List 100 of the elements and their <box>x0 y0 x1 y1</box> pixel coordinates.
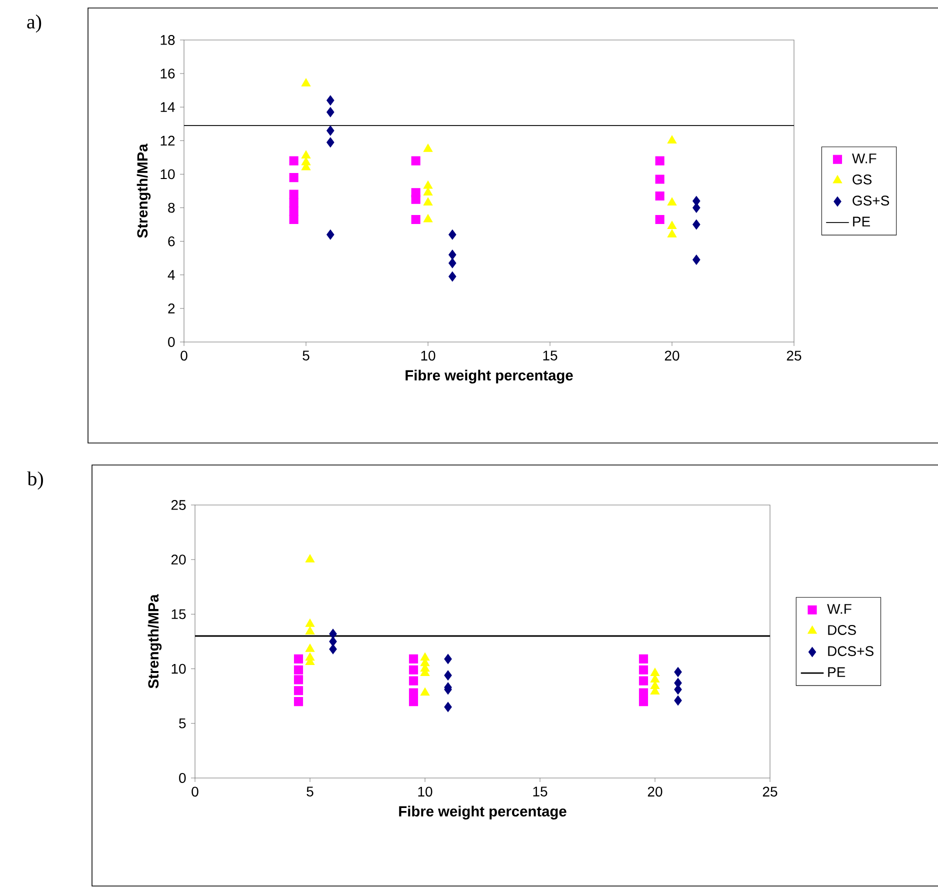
point <box>650 668 660 676</box>
x-tick-label: 15 <box>543 350 558 360</box>
legend-label: GS+S <box>852 196 890 206</box>
point <box>289 190 298 199</box>
point <box>423 187 433 196</box>
point <box>423 197 433 206</box>
point <box>692 254 700 265</box>
legend-label: W.F <box>827 604 852 614</box>
point <box>305 644 315 652</box>
point <box>692 219 700 230</box>
point <box>667 220 677 230</box>
x-tick-label: 25 <box>786 350 802 361</box>
x-tick-label: 10 <box>418 786 432 797</box>
point <box>444 702 452 712</box>
point <box>294 697 304 706</box>
y-tick-label: 14 <box>160 102 175 112</box>
y-tick-label: 25 <box>171 500 186 510</box>
point <box>420 687 430 696</box>
y-tick-label: 18 <box>160 35 175 45</box>
point <box>326 230 334 240</box>
point <box>638 676 648 686</box>
point <box>655 156 664 166</box>
point <box>667 197 677 206</box>
point <box>289 156 298 166</box>
point <box>655 214 664 224</box>
point <box>638 697 648 706</box>
point <box>444 670 452 680</box>
point <box>289 173 298 182</box>
point <box>329 636 337 647</box>
y-tick-label: 12 <box>160 136 175 146</box>
y-tick-label: 8 <box>168 202 175 213</box>
point <box>674 695 682 706</box>
y-tick-label: 10 <box>160 169 175 180</box>
point <box>326 137 334 148</box>
point <box>411 156 420 166</box>
y-tick-label: 2 <box>168 304 175 314</box>
x-tick-label: 15 <box>533 786 548 796</box>
y-axis-title: Strength/MPa <box>148 594 162 688</box>
y-tick-label: 15 <box>172 609 186 620</box>
point <box>667 135 677 144</box>
x-tick-label: 0 <box>192 786 198 797</box>
point <box>448 230 456 240</box>
point <box>305 626 315 634</box>
point <box>408 697 418 706</box>
point <box>423 214 433 222</box>
y-tick-label: 6 <box>168 236 175 246</box>
y-tick-label: 16 <box>160 68 175 79</box>
y-tick-label: 5 <box>179 718 186 728</box>
point <box>294 675 304 684</box>
legend-label: DCS+S <box>828 646 874 656</box>
y-tick-label: 4 <box>168 270 175 280</box>
point <box>692 202 700 213</box>
point <box>444 654 452 664</box>
point <box>423 180 433 189</box>
point <box>423 144 433 152</box>
point <box>448 258 456 268</box>
x-tick-label: 20 <box>648 786 662 797</box>
legend-label: W.F <box>852 154 876 164</box>
point <box>305 554 315 562</box>
point <box>674 666 682 678</box>
point <box>408 688 418 698</box>
point <box>289 206 298 216</box>
point <box>289 214 298 224</box>
point <box>326 126 334 136</box>
y-tick-label: 20 <box>171 554 186 565</box>
point <box>667 229 677 238</box>
x-axis-title: Fibre weight percentage <box>406 370 573 384</box>
x-axis-title: Fibre weight percentage <box>399 806 566 820</box>
legend-label: PE <box>828 667 846 677</box>
point <box>329 628 337 639</box>
x-tick-label: 25 <box>762 786 778 797</box>
point <box>638 654 648 664</box>
y-tick-label: 0 <box>168 337 175 347</box>
y-axis-title: Strength/MPa <box>136 144 151 238</box>
text: a) <box>27 14 42 33</box>
point <box>301 78 311 86</box>
y-tick-label: 10 <box>172 664 186 674</box>
point <box>329 644 337 654</box>
x-tick-label: 5 <box>306 786 314 796</box>
point <box>408 654 418 664</box>
legend-label: PE <box>853 216 870 226</box>
point <box>289 198 298 208</box>
point <box>655 174 664 184</box>
point <box>408 665 418 674</box>
point <box>638 688 648 698</box>
x-tick-label: 20 <box>664 350 680 361</box>
point <box>411 214 420 224</box>
point <box>448 271 456 282</box>
x-tick-label: 5 <box>302 350 310 360</box>
point <box>301 150 311 159</box>
legend-label: GS <box>852 174 872 184</box>
point <box>411 194 420 204</box>
point <box>655 191 664 201</box>
point <box>294 665 304 674</box>
point <box>305 618 315 627</box>
legend-label: DCS <box>828 625 856 635</box>
y-tick-label: 0 <box>179 773 186 783</box>
point <box>326 107 334 118</box>
text: b) <box>27 471 43 490</box>
point <box>294 686 304 696</box>
